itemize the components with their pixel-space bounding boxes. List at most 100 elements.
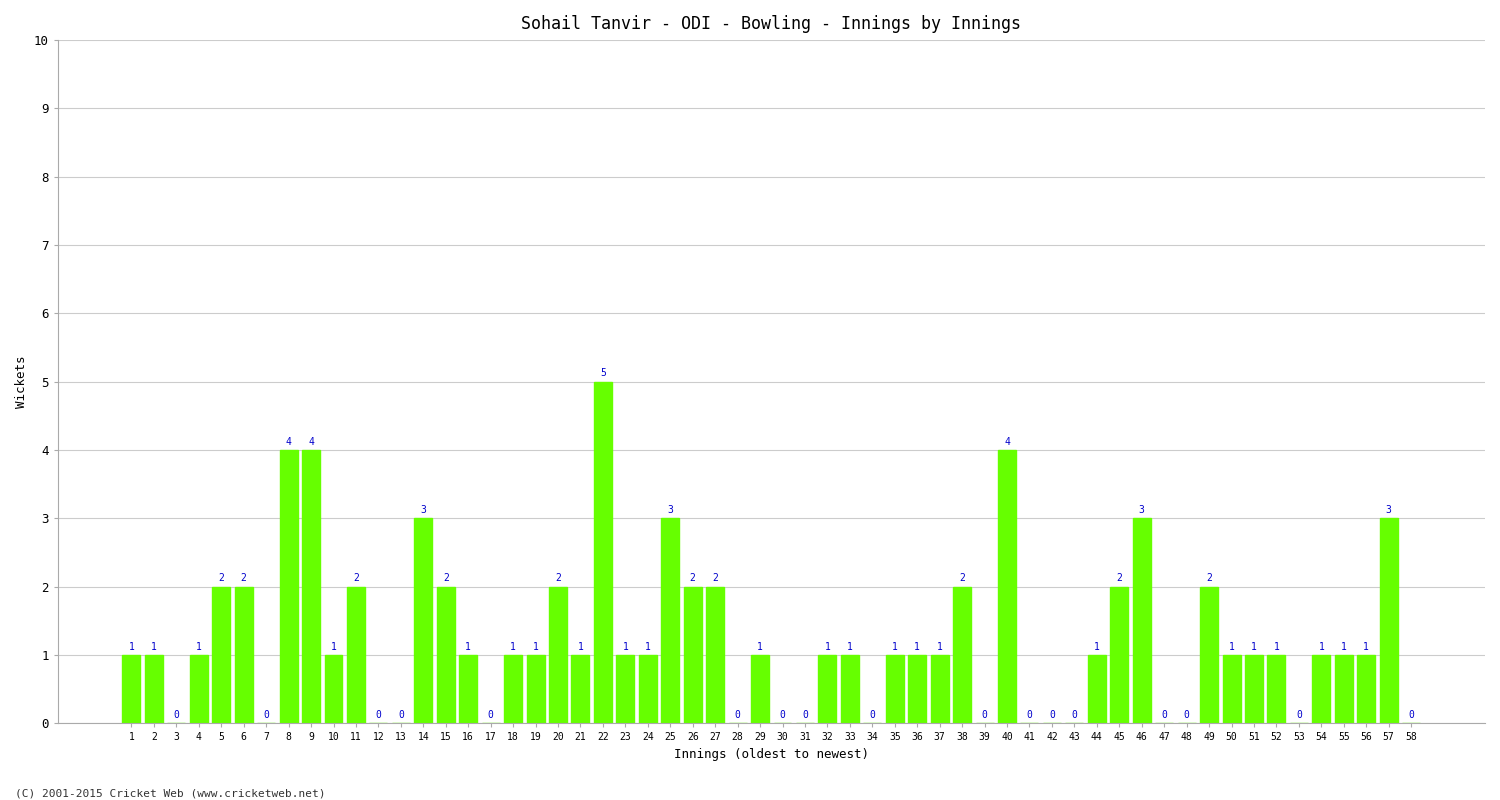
Text: (C) 2001-2015 Cricket Web (www.cricketweb.net): (C) 2001-2015 Cricket Web (www.cricketwe… xyxy=(15,788,326,798)
Text: 0: 0 xyxy=(1071,710,1077,720)
Text: 0: 0 xyxy=(1026,710,1032,720)
Text: 1: 1 xyxy=(330,642,336,652)
Text: 1: 1 xyxy=(1094,642,1100,652)
Text: 2: 2 xyxy=(712,574,718,583)
Text: 3: 3 xyxy=(668,505,674,515)
Bar xyxy=(1312,655,1330,723)
Text: 2: 2 xyxy=(690,574,696,583)
Text: 0: 0 xyxy=(488,710,494,720)
Bar xyxy=(123,655,141,723)
Bar xyxy=(886,655,904,723)
Y-axis label: Wickets: Wickets xyxy=(15,355,28,408)
Text: 2: 2 xyxy=(1206,574,1212,583)
Title: Sohail Tanvir - ODI - Bowling - Innings by Innings: Sohail Tanvir - ODI - Bowling - Innings … xyxy=(522,15,1022,33)
Text: 1: 1 xyxy=(1251,642,1257,652)
Bar xyxy=(346,586,364,723)
Bar xyxy=(1380,518,1398,723)
Bar xyxy=(819,655,837,723)
Text: 0: 0 xyxy=(1184,710,1190,720)
Text: 1: 1 xyxy=(847,642,853,652)
Bar xyxy=(324,655,342,723)
Text: 1: 1 xyxy=(758,642,764,652)
Bar xyxy=(908,655,926,723)
Bar xyxy=(1268,655,1286,723)
Bar xyxy=(436,586,454,723)
Text: 1: 1 xyxy=(825,642,831,652)
Text: 3: 3 xyxy=(1386,505,1392,515)
Bar xyxy=(1088,655,1106,723)
Bar xyxy=(684,586,702,723)
Bar xyxy=(1335,655,1353,723)
Text: 1: 1 xyxy=(129,642,135,652)
Text: 4: 4 xyxy=(308,437,314,446)
Text: 0: 0 xyxy=(398,710,404,720)
Bar xyxy=(213,586,230,723)
Bar xyxy=(302,450,320,723)
Text: 1: 1 xyxy=(510,642,516,652)
Text: 0: 0 xyxy=(870,710,876,720)
Text: 0: 0 xyxy=(1408,710,1414,720)
Text: 0: 0 xyxy=(1161,710,1167,720)
Text: 1: 1 xyxy=(1364,642,1370,652)
Bar xyxy=(662,518,680,723)
Text: 2: 2 xyxy=(1116,574,1122,583)
Text: 1: 1 xyxy=(578,642,584,652)
Text: 1: 1 xyxy=(645,642,651,652)
Bar xyxy=(414,518,432,723)
Bar xyxy=(459,655,477,723)
Bar xyxy=(234,586,252,723)
Text: 2: 2 xyxy=(352,574,358,583)
Bar xyxy=(279,450,297,723)
Bar xyxy=(752,655,770,723)
Bar xyxy=(504,655,522,723)
Text: 1: 1 xyxy=(152,642,157,652)
Text: 1: 1 xyxy=(915,642,920,652)
Text: 2: 2 xyxy=(958,574,964,583)
Bar xyxy=(998,450,1016,723)
Text: 2: 2 xyxy=(555,574,561,583)
Bar xyxy=(706,586,724,723)
Text: 1: 1 xyxy=(622,642,628,652)
Bar xyxy=(930,655,948,723)
Text: 0: 0 xyxy=(735,710,741,720)
X-axis label: Innings (oldest to newest): Innings (oldest to newest) xyxy=(674,748,868,761)
Bar xyxy=(146,655,164,723)
Bar xyxy=(1222,655,1240,723)
Text: 3: 3 xyxy=(420,505,426,515)
Text: 1: 1 xyxy=(196,642,201,652)
Text: 1: 1 xyxy=(1341,642,1347,652)
Text: 0: 0 xyxy=(981,710,987,720)
Bar xyxy=(594,382,612,723)
Text: 2: 2 xyxy=(219,574,224,583)
Text: 3: 3 xyxy=(1138,505,1144,515)
Bar xyxy=(1358,655,1376,723)
Bar xyxy=(526,655,544,723)
Bar xyxy=(842,655,860,723)
Bar xyxy=(616,655,634,723)
Text: 5: 5 xyxy=(600,368,606,378)
Text: 1: 1 xyxy=(936,642,942,652)
Bar xyxy=(639,655,657,723)
Text: 1: 1 xyxy=(1274,642,1280,652)
Text: 0: 0 xyxy=(780,710,786,720)
Text: 2: 2 xyxy=(442,574,448,583)
Bar xyxy=(572,655,590,723)
Text: 2: 2 xyxy=(242,574,246,583)
Text: 4: 4 xyxy=(1004,437,1010,446)
Text: 0: 0 xyxy=(802,710,808,720)
Text: 0: 0 xyxy=(262,710,268,720)
Text: 1: 1 xyxy=(892,642,897,652)
Text: 1: 1 xyxy=(465,642,471,652)
Text: 1: 1 xyxy=(532,642,538,652)
Bar xyxy=(1200,586,1218,723)
Bar xyxy=(1132,518,1150,723)
Text: 0: 0 xyxy=(174,710,180,720)
Bar xyxy=(549,586,567,723)
Text: 0: 0 xyxy=(1048,710,1054,720)
Bar xyxy=(952,586,970,723)
Bar xyxy=(1245,655,1263,723)
Text: 4: 4 xyxy=(285,437,291,446)
Bar xyxy=(190,655,208,723)
Bar xyxy=(1110,586,1128,723)
Text: 1: 1 xyxy=(1228,642,1234,652)
